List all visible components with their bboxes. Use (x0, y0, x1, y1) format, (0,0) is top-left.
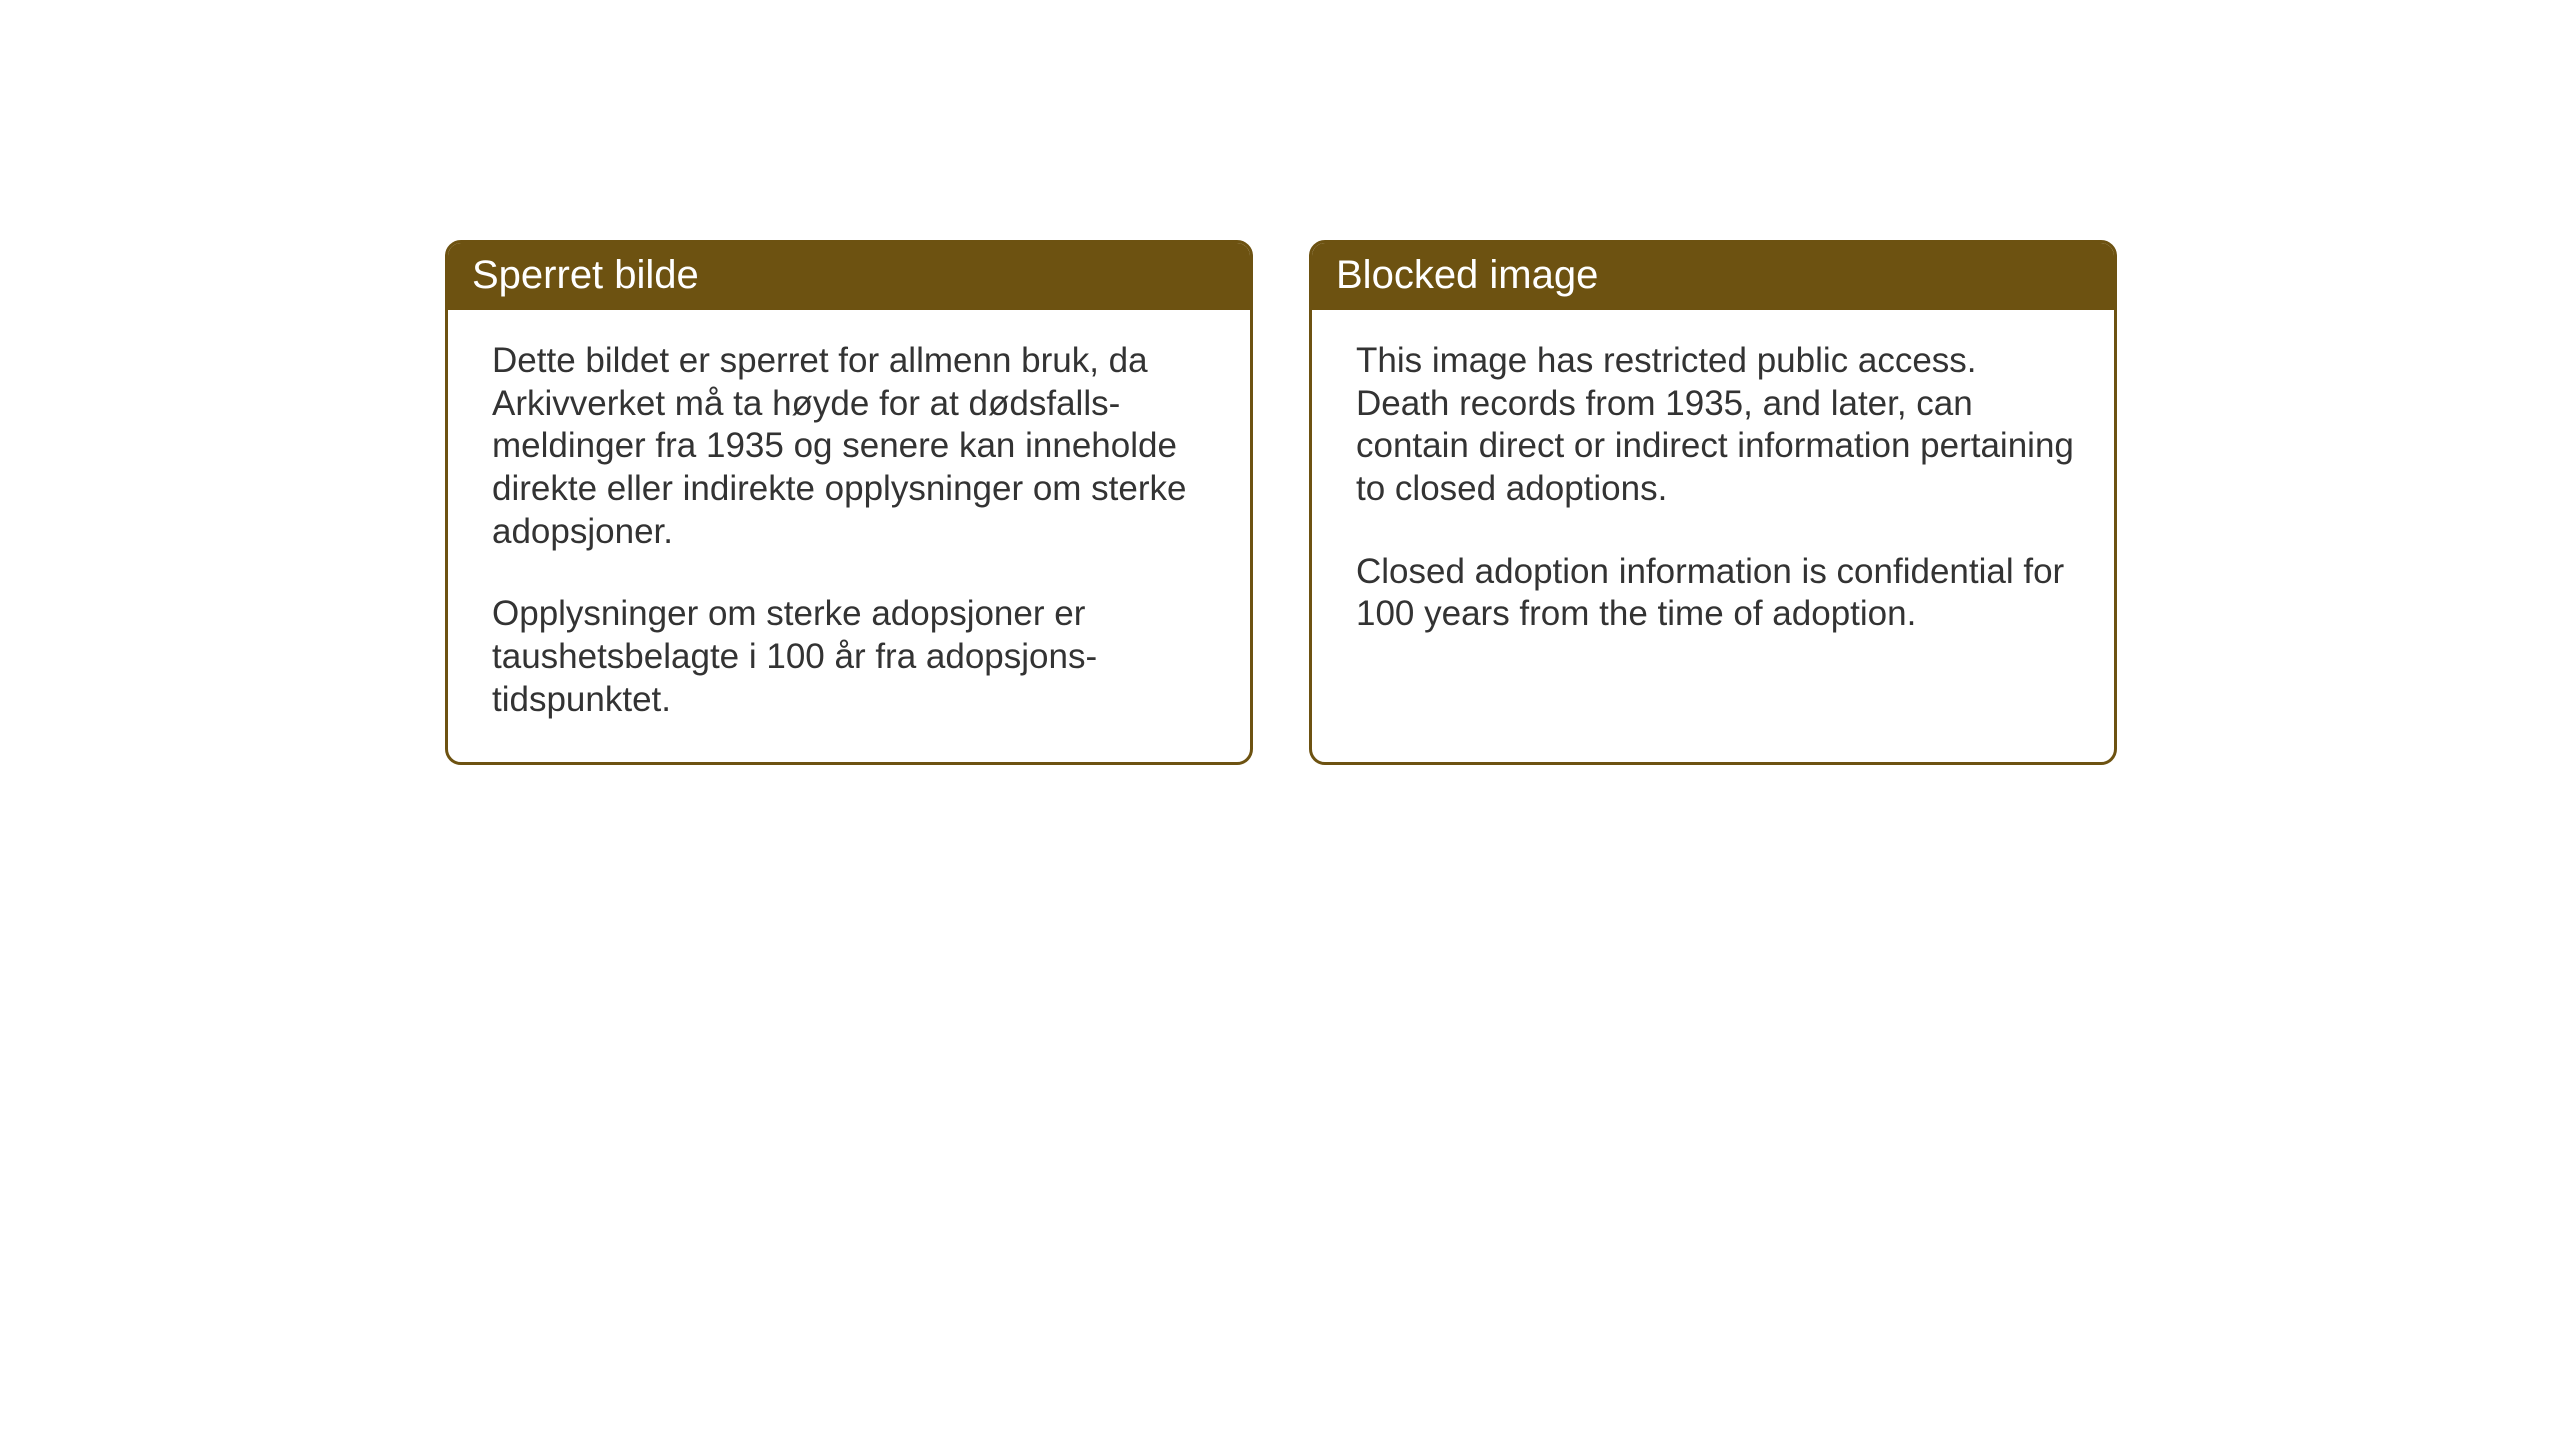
notice-norwegian-title: Sperret bilde (448, 243, 1250, 310)
notice-norwegian: Sperret bilde Dette bildet er sperret fo… (445, 240, 1253, 765)
notice-english: Blocked image This image has restricted … (1309, 240, 2117, 765)
notice-container: Sperret bilde Dette bildet er sperret fo… (445, 240, 2117, 765)
notice-english-body: This image has restricted public access.… (1312, 310, 2114, 676)
notice-norwegian-paragraph-2: Opplysninger om sterke adopsjoner er tau… (492, 593, 1210, 721)
notice-english-paragraph-2: Closed adoption information is confident… (1356, 551, 2074, 636)
notice-english-title: Blocked image (1312, 243, 2114, 310)
notice-english-paragraph-1: This image has restricted public access.… (1356, 340, 2074, 511)
notice-norwegian-paragraph-1: Dette bildet er sperret for allmenn bruk… (492, 340, 1210, 553)
notice-norwegian-body: Dette bildet er sperret for allmenn bruk… (448, 310, 1250, 762)
